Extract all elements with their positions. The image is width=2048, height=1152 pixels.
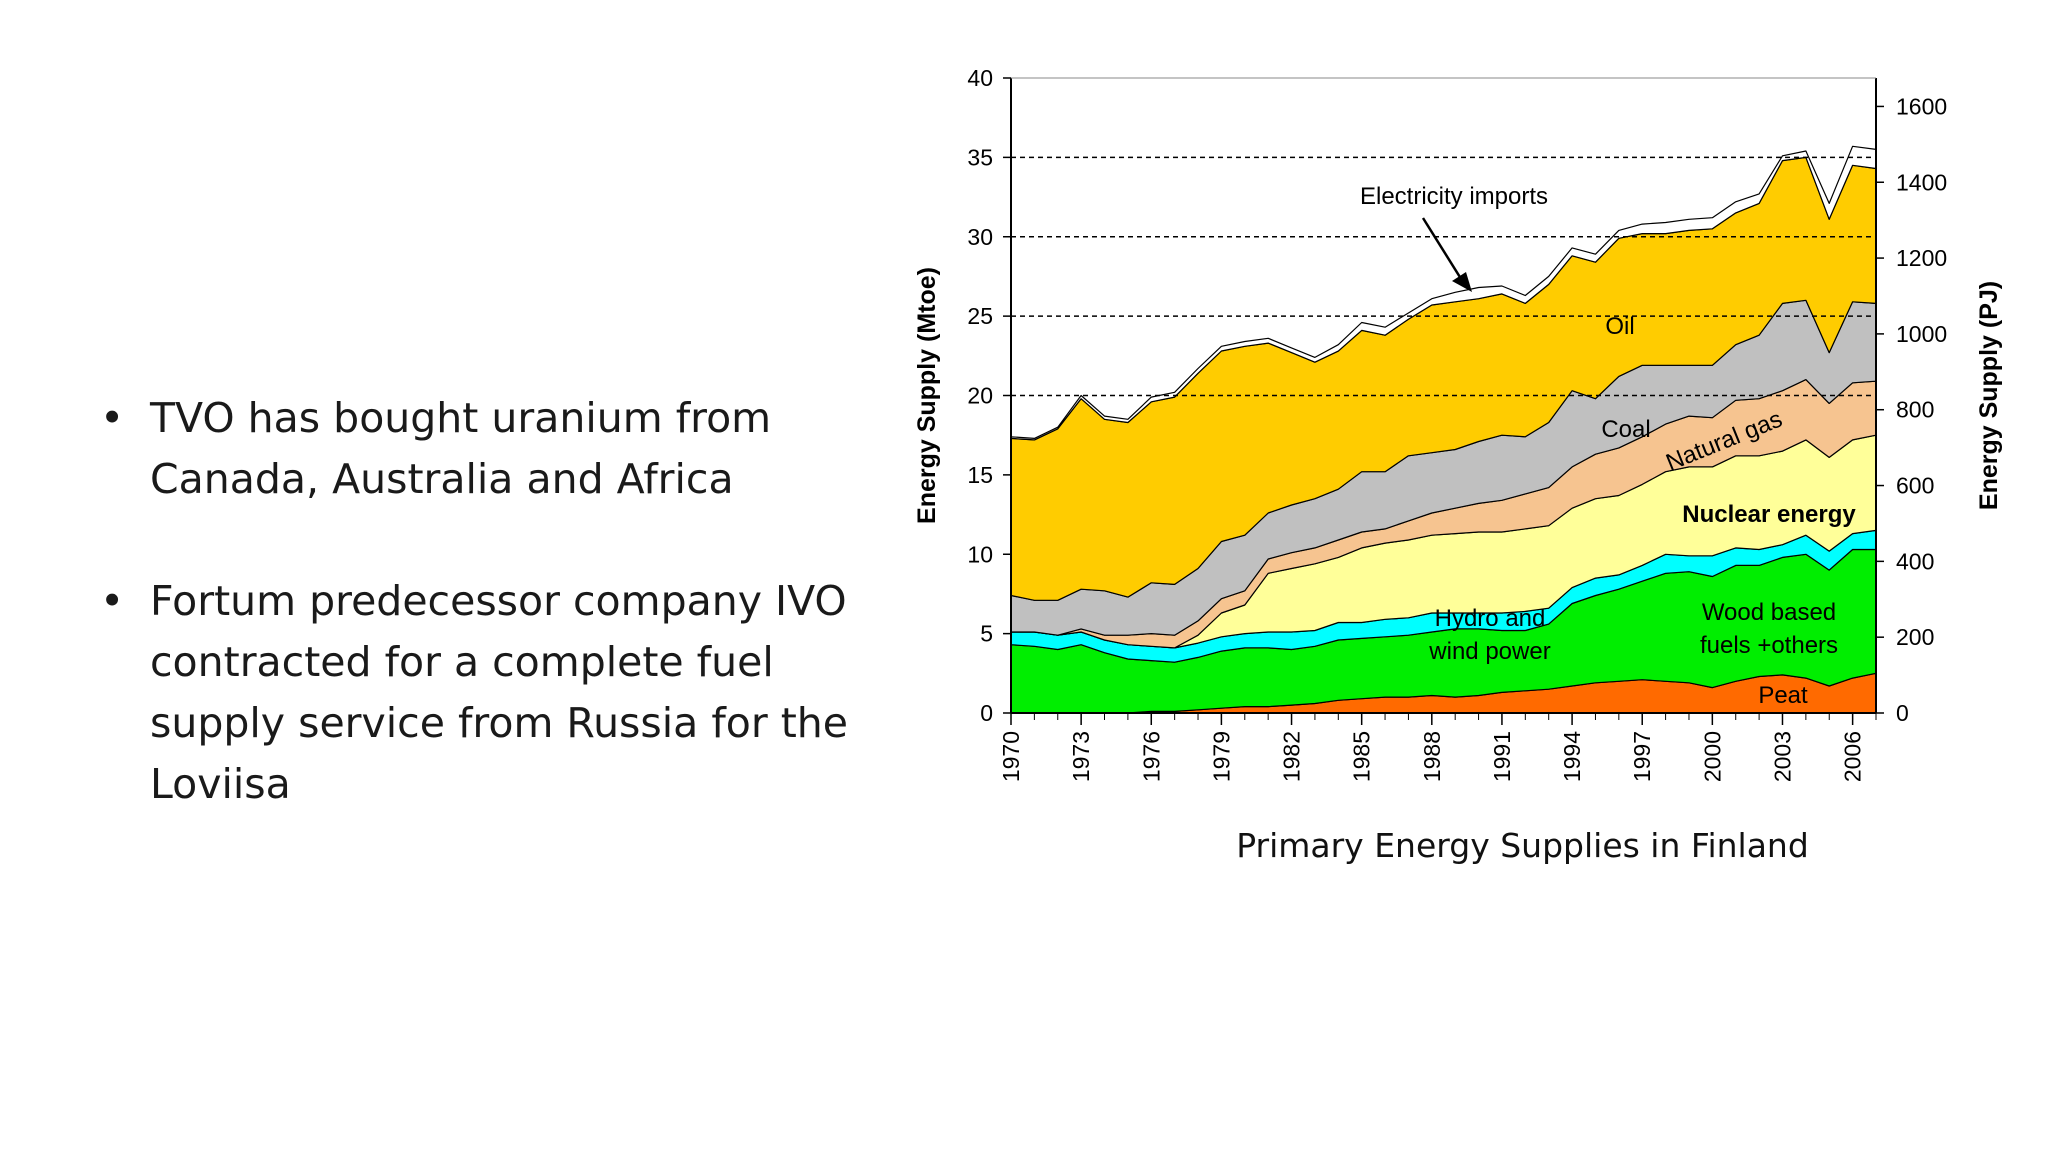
y2-axis-title: Energy Supply (PJ) [1975, 281, 2003, 510]
chart-caption: Primary Energy Supplies in Finland [1236, 826, 1809, 865]
y2-tick-label: 800 [1896, 397, 1934, 423]
label-hydro-line1: Hydro and [1435, 605, 1546, 632]
bullet-glyph: • [100, 394, 125, 442]
y2-tick-label: 200 [1896, 624, 1934, 650]
label-peat: Peat [1758, 682, 1808, 709]
y-tick-label: 30 [967, 224, 993, 250]
bullet-text-fortum: Fortum predecessor company IVO contracte… [150, 577, 849, 808]
y2-tick-label: 0 [1896, 700, 1909, 726]
x-tick-label: 1997 [1629, 731, 1655, 782]
y-tick-label: 0 [980, 700, 993, 726]
y-axis-title: Energy Supply (Mtoe) [913, 267, 941, 524]
y-tick-label: 40 [967, 65, 993, 91]
y2-tick-label: 600 [1896, 473, 1934, 499]
x-tick-label: 1976 [1138, 731, 1164, 782]
label-nuclear-energy: Nuclear energy [1682, 501, 1856, 528]
arrowhead-electricity-imports [1452, 272, 1472, 292]
y2-tick-label: 1200 [1896, 245, 1947, 271]
y2-tick-label: 400 [1896, 548, 1934, 574]
y-tick-label: 15 [967, 462, 993, 488]
label-wood-line1: Wood based [1702, 599, 1836, 626]
x-tick-label: 1970 [998, 731, 1024, 782]
y2-tick-label: 1400 [1896, 169, 1947, 195]
y-tick-label: 25 [967, 303, 993, 329]
x-tick-label: 1991 [1489, 731, 1515, 782]
y-tick-label: 10 [967, 541, 993, 567]
y-tick-label: 20 [967, 383, 993, 409]
x-tick-label: 1988 [1419, 731, 1445, 782]
label-coal: Coal [1601, 416, 1650, 443]
x-tick-label: 1985 [1349, 731, 1375, 782]
arrow-electricity-imports [1421, 217, 1465, 283]
y2-tick-label: 1600 [1896, 93, 1947, 119]
x-tick-label: 1979 [1208, 731, 1234, 782]
x-tick-label: 2006 [1840, 731, 1866, 782]
x-tick-label: 1973 [1068, 731, 1094, 782]
x-tick-label: 1982 [1279, 731, 1305, 782]
x-tick-label: 2003 [1769, 731, 1795, 782]
chart-axes: 0510152025303540020040060080010001200140… [913, 65, 2003, 782]
bullet-item: • TVO has bought uranium from Canada, Au… [100, 388, 890, 510]
bullet-glyph: • [100, 577, 125, 625]
x-tick-label: 1994 [1559, 731, 1585, 782]
y-tick-label: 35 [967, 144, 993, 170]
label-hydro-line2: wind power [1428, 638, 1550, 665]
label-oil: Oil [1605, 313, 1634, 340]
x-tick-label: 2000 [1699, 731, 1725, 782]
y2-tick-label: 1000 [1896, 321, 1947, 347]
label-wood-line2: fuels +others [1700, 632, 1838, 659]
bullet-text-uranium: TVO has bought uranium from Canada, Aust… [150, 394, 772, 503]
label-electricity-imports: Electricity imports [1360, 183, 1548, 210]
bullet-item: • Fortum predecessor company IVO contrac… [100, 571, 890, 815]
bullet-list: • TVO has bought uranium from Canada, Au… [100, 388, 890, 876]
gridlines [1011, 156, 1876, 397]
y-tick-label: 5 [980, 621, 993, 647]
